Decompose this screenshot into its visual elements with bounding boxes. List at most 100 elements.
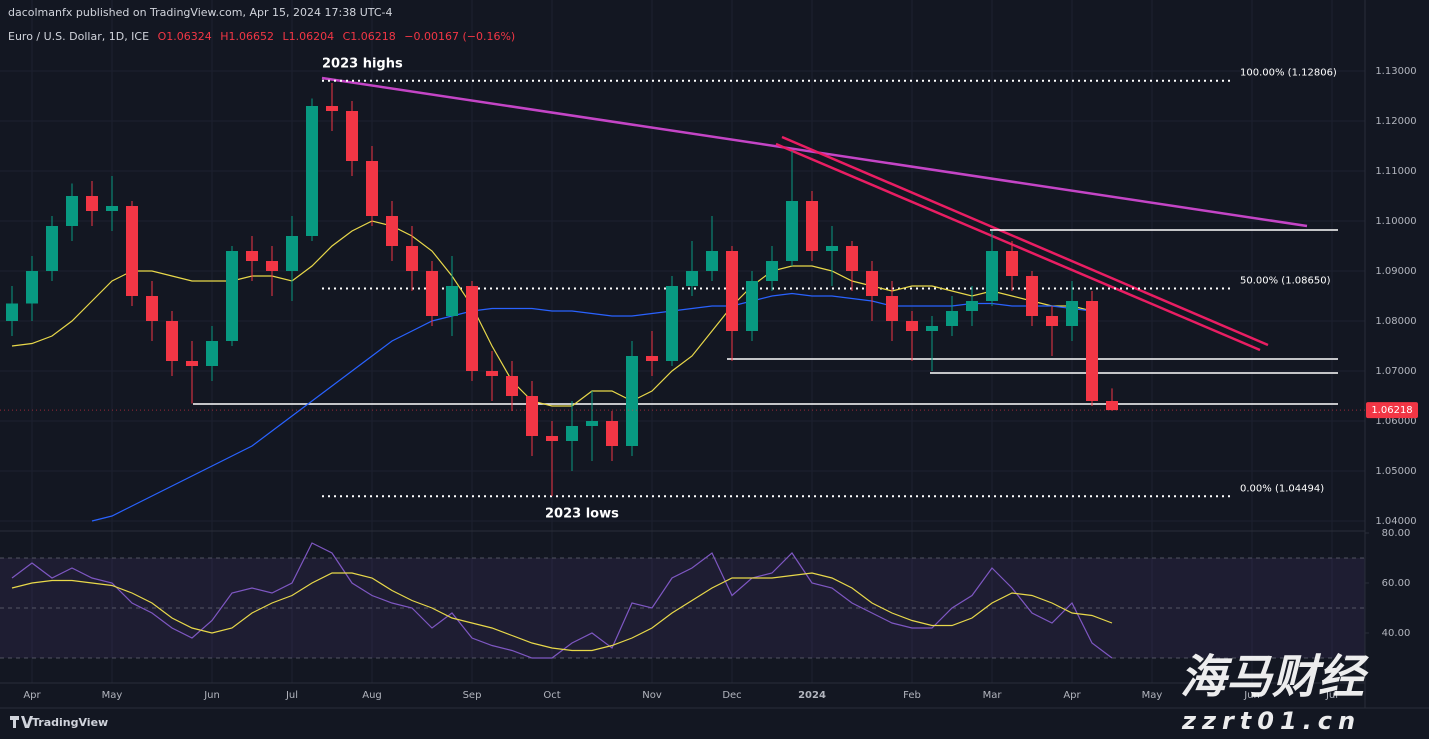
x-tick-label: Apr (23, 690, 41, 701)
x-tick-label: Mar (983, 690, 1003, 701)
x-tick-label: Jul (285, 690, 298, 701)
candle-body (706, 251, 718, 271)
candle-body (426, 271, 438, 316)
last-price-label: 1.06218 (1371, 405, 1412, 416)
line (91, 292, 1093, 522)
line (11, 572, 1113, 652)
candle-body (1006, 251, 1018, 276)
fib-label: 50.00% (1.08650) (1240, 276, 1331, 287)
fib-label: 100.00% (1.12806) (1240, 68, 1337, 79)
candle-body (366, 161, 378, 216)
y-tick-label: 1.12000 (1375, 116, 1416, 127)
annotation: 2023 highs (322, 57, 403, 72)
y-tick-label: 1.11000 (1375, 166, 1416, 177)
grid: 1.04000 1.05000 1.06000 1.07000 1.08000 1.090… (0, 0, 1417, 701)
y-tick-label: 1.08000 (1375, 316, 1416, 327)
candle-body (346, 111, 358, 161)
candle-body (586, 421, 598, 426)
candle-body (246, 251, 258, 261)
ohlc-high: H1.06652 (220, 30, 274, 43)
publisher: dacolmanfx published on TradingView.com,… (8, 6, 393, 19)
candle-body (826, 246, 838, 251)
candle-body (646, 356, 658, 361)
candle-body (186, 361, 198, 366)
y-tick-label: 60.00 (1382, 578, 1411, 589)
y-tick-label: 40.00 (1382, 628, 1411, 639)
x-tick-label: May (102, 690, 123, 701)
ohlc-close: C1.06218 (342, 30, 396, 43)
candle-body (266, 261, 278, 271)
candle-body (986, 251, 998, 301)
candle-body (1106, 401, 1118, 411)
x-tick-label: May (1142, 690, 1163, 701)
watermark: 海马财经 (1180, 650, 1369, 704)
fib-label: 0.00% (1.04494) (1240, 483, 1324, 494)
y-tick-label: 1.06000 (1375, 416, 1416, 427)
candle-body (1026, 276, 1038, 316)
y-tick-label: 80.00 (1382, 528, 1411, 539)
candle-body (1086, 301, 1098, 401)
ohlc-change: −0.00167 (−0.16%) (404, 30, 516, 43)
candle-body (766, 261, 778, 281)
candle-body (546, 436, 558, 441)
candle-body (866, 271, 878, 296)
x-tick-label: Feb (903, 690, 921, 701)
line (11, 542, 1113, 659)
brand: TradingView (32, 716, 108, 729)
watermark-site: zzrt01.cn (1181, 707, 1361, 735)
candle-body (806, 201, 818, 251)
candle-body (326, 106, 338, 111)
candle-body (926, 326, 938, 331)
y-tick-label: 1.13000 (1375, 66, 1416, 77)
candle-body (286, 236, 298, 271)
candle-body (486, 371, 498, 376)
symbol: Euro / U.S. Dollar, 1D, ICE (8, 30, 150, 43)
y-tick-label: 1.04000 (1375, 516, 1416, 527)
candle-body (606, 421, 618, 446)
candle-body (526, 396, 538, 436)
x-tick-label: Nov (642, 690, 662, 701)
logo (10, 716, 33, 728)
candle-body (166, 321, 178, 361)
candle-body (626, 356, 638, 446)
candle-body (406, 246, 418, 271)
x-tick-label: Apr (1063, 690, 1081, 701)
candle-body (726, 251, 738, 331)
x-tick-label: Oct (543, 690, 560, 701)
candle-body (886, 296, 898, 321)
candle-body (226, 251, 238, 341)
candle-body (666, 286, 678, 361)
candle-body (86, 196, 98, 211)
plot: 100.00% (1.12806) 50.00% (1.08650) 0.00% (… (0, 68, 1418, 659)
x-tick-label: Jun (203, 690, 220, 701)
candle-body (26, 271, 38, 304)
candle-body (506, 376, 518, 396)
annotation: 2023 lows (545, 507, 619, 522)
candle-body (746, 281, 758, 331)
line (11, 220, 1093, 407)
candle-body (1046, 316, 1058, 326)
candle-body (126, 206, 138, 296)
candle-body (1066, 301, 1078, 326)
candle-body (846, 246, 858, 271)
candle-body (966, 301, 978, 311)
candle-body (66, 196, 78, 226)
candle-body (786, 201, 798, 261)
x-tick-label: Aug (362, 690, 382, 701)
candle-body (386, 216, 398, 246)
symbol-bar: Euro / U.S. Dollar, 1D, ICE O1.06324 H1.… (8, 30, 520, 43)
candle-body (686, 271, 698, 286)
y-tick-label: 1.10000 (1375, 216, 1416, 227)
x-tick-label: Sep (463, 690, 482, 701)
candle-body (906, 321, 918, 331)
x-tick-label: 2024 (798, 690, 826, 701)
candle-body (6, 303, 18, 321)
y-tick-label: 1.05000 (1375, 466, 1416, 477)
x-tick-label: Jul (1325, 690, 1338, 701)
trendline (781, 135, 1269, 347)
candle-body (146, 296, 158, 321)
candle-body (206, 341, 218, 366)
